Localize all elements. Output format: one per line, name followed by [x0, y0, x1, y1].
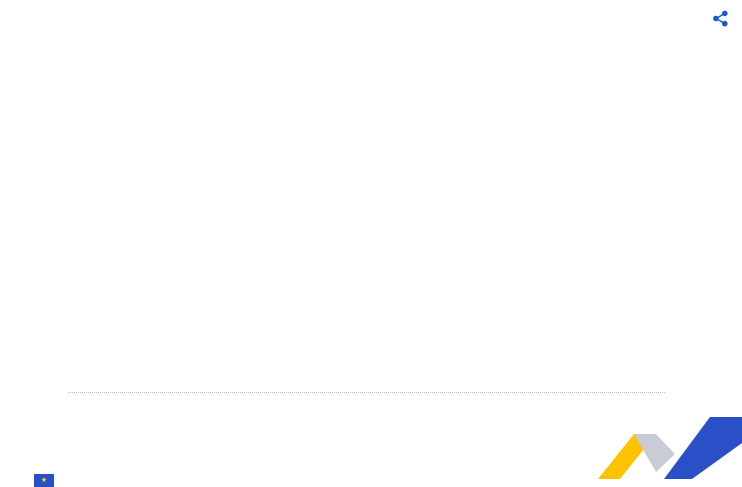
- corner-blue-band: [664, 417, 742, 479]
- plot-area: [56, 70, 668, 396]
- corner-gray-band: [634, 434, 675, 472]
- decorative-corner-graphic: [598, 417, 742, 479]
- x-axis-year-row: [68, 413, 665, 435]
- eurostat-logo: ★: [30, 471, 54, 487]
- x-axis: [68, 392, 665, 435]
- y-axis-labels: [20, 70, 54, 396]
- share-icon[interactable]: [712, 10, 729, 27]
- eu-flag-icon: ★: [34, 474, 54, 487]
- x-axis-quarter-row: [68, 393, 665, 413]
